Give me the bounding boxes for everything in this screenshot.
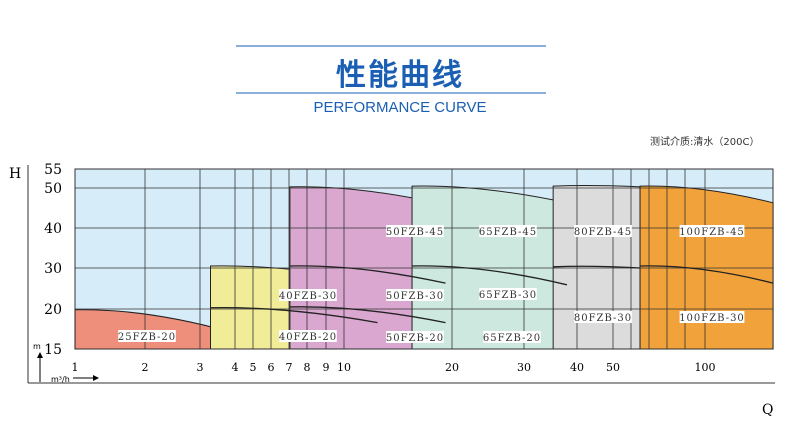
x-tick-label: 20	[445, 361, 459, 374]
x-tick-label: 100	[695, 361, 716, 374]
x-tick-label: 10	[337, 361, 351, 374]
label-bg-65FZB-20	[483, 331, 541, 343]
curve-40FZB-0	[210, 306, 378, 324]
series-label: 25FZB-20	[118, 332, 176, 343]
label-bg-50FZB-30	[386, 289, 444, 301]
y-tick-label: 20	[44, 302, 62, 318]
x-tick-label: 6	[268, 361, 275, 374]
series-label: 80FZB-30	[574, 313, 632, 324]
y-tick-label: 55	[44, 162, 62, 178]
curve-100FZB-0	[640, 265, 774, 284]
series-label: 40FZB-20	[279, 332, 337, 343]
x-tick-label: 8	[304, 361, 311, 374]
y-tick-label: 15	[44, 342, 62, 358]
x-tick-label: 50	[606, 361, 620, 374]
series-label: 50FZB-45	[386, 227, 444, 238]
label-bg-40FZB-20	[279, 330, 337, 342]
series-label: 100FZB-45	[679, 227, 745, 238]
series-label: 65FZB-45	[479, 227, 537, 238]
label-bg-65FZB-45	[479, 225, 537, 237]
label-bg-40FZB-30	[279, 289, 337, 301]
x-axis-label: Q	[762, 402, 773, 418]
x-tick-label: 2	[142, 361, 149, 374]
x-unit: m³/h	[51, 375, 70, 384]
label-bg-80FZB-30	[574, 311, 632, 323]
x-tick-label: 3	[197, 361, 204, 374]
label-bg-25FZB-20	[118, 330, 176, 342]
curve-65FZB-0	[412, 265, 568, 286]
y-tick-label: 30	[44, 261, 62, 277]
region-100FZB	[639, 185, 774, 350]
curve-80FZB-0	[553, 265, 641, 269]
series-label: 40FZB-30	[279, 291, 337, 302]
series-label: 50FZB-20	[386, 333, 444, 344]
x-tick-label: 1	[72, 361, 79, 374]
x-tick-label: 40	[570, 361, 584, 374]
y-axis-label: H	[9, 166, 21, 182]
y-arrow-head-icon	[37, 352, 43, 358]
label-bg-100FZB-45	[679, 225, 745, 237]
label-bg-65FZB-30	[479, 288, 537, 300]
x-tick-label: 4	[232, 361, 239, 374]
curve-50FZB-0	[289, 265, 446, 284]
y-unit: m	[33, 342, 41, 351]
x-arrow-head-icon	[93, 375, 99, 381]
region-65FZB	[411, 185, 568, 350]
x-tick-label: 9	[323, 361, 330, 374]
series-label: 100FZB-30	[679, 313, 745, 324]
x-tick-label: 5	[250, 361, 257, 374]
label-bg-100FZB-30	[679, 311, 745, 323]
series-label: 80FZB-45	[574, 227, 632, 238]
test-medium-note: 测试介质:清水（200C）	[650, 137, 760, 148]
chart-title-en: PERFORMANCE CURVE	[313, 99, 487, 116]
label-bg-50FZB-20	[386, 331, 444, 343]
chart-title-cn: 性能曲线	[336, 58, 464, 93]
series-label: 65FZB-20	[483, 333, 541, 344]
series-label: 65FZB-30	[479, 290, 537, 301]
label-bg-50FZB-45	[386, 225, 444, 237]
y-tick-label: 40	[44, 221, 62, 237]
curve-50FZB-1	[289, 306, 446, 324]
x-tick-label: 7	[286, 361, 293, 374]
series-label: 50FZB-30	[386, 291, 444, 302]
x-tick-label: 30	[517, 361, 531, 374]
label-bg-80FZB-45	[574, 225, 632, 237]
y-tick-label: 50	[44, 181, 62, 197]
